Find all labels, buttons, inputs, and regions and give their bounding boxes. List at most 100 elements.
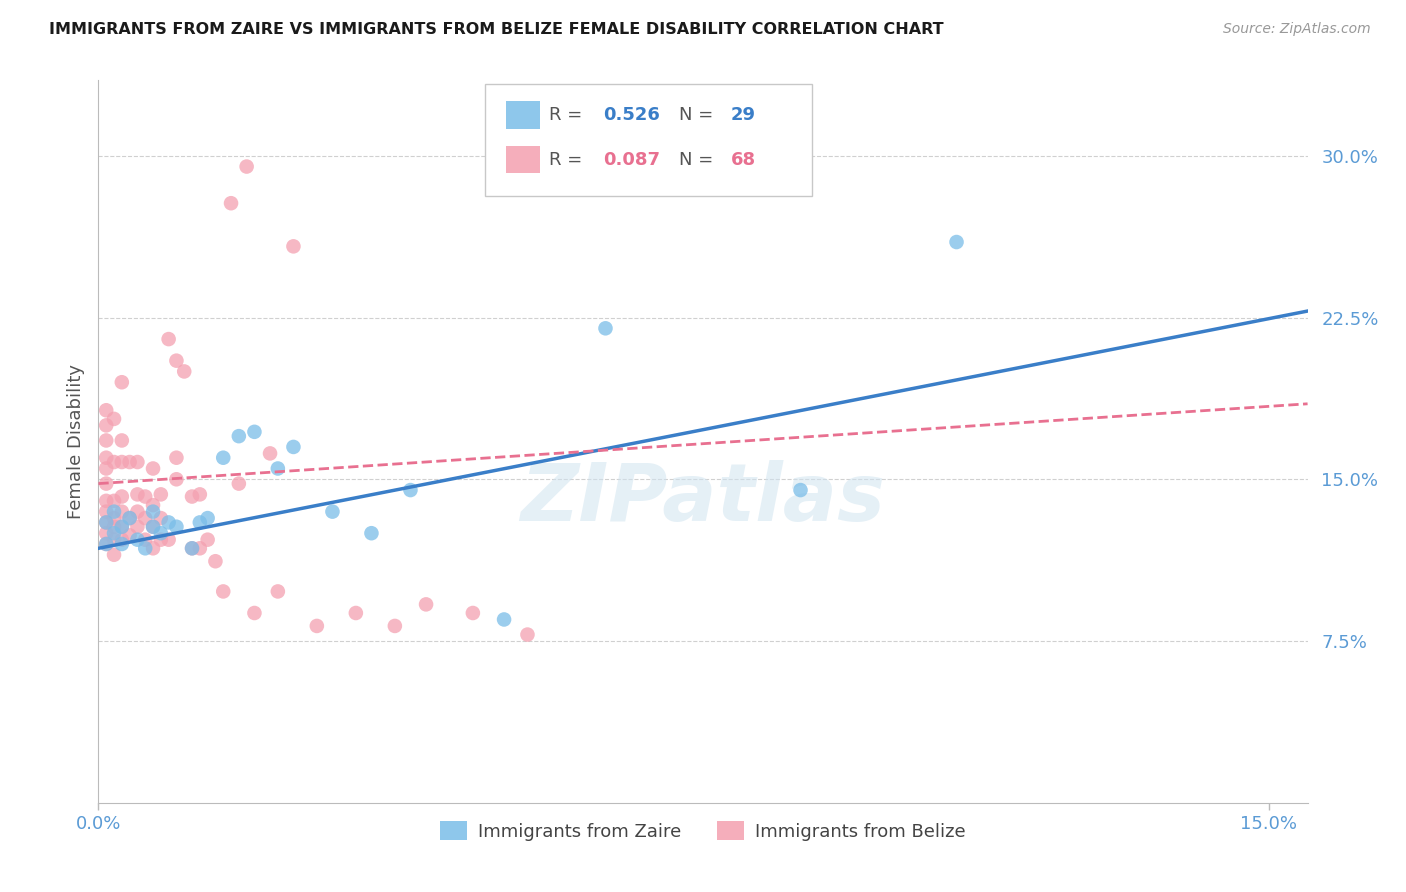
Point bbox=[96, 493, 118, 508]
Point bbox=[96, 537, 118, 551]
Point bbox=[103, 533, 125, 547]
Text: 0.087: 0.087 bbox=[603, 151, 659, 169]
Point bbox=[134, 533, 156, 547]
Point bbox=[243, 425, 266, 439]
Text: 68: 68 bbox=[731, 151, 756, 169]
Point bbox=[134, 490, 156, 504]
Point bbox=[157, 516, 180, 530]
Text: N =: N = bbox=[679, 151, 718, 169]
Point bbox=[118, 511, 141, 525]
Point bbox=[188, 487, 211, 501]
Point bbox=[945, 235, 967, 249]
Point bbox=[134, 541, 156, 556]
Text: N =: N = bbox=[679, 106, 718, 124]
Point bbox=[228, 429, 250, 443]
Point bbox=[142, 505, 165, 519]
FancyBboxPatch shape bbox=[506, 146, 540, 173]
Point bbox=[111, 533, 134, 547]
Text: 29: 29 bbox=[731, 106, 756, 124]
Point bbox=[103, 412, 125, 426]
Point bbox=[96, 461, 118, 475]
Point bbox=[96, 505, 118, 519]
Point bbox=[103, 520, 125, 534]
Point bbox=[212, 450, 235, 465]
Point bbox=[96, 418, 118, 433]
Point bbox=[461, 606, 484, 620]
Point bbox=[181, 490, 204, 504]
Point bbox=[149, 533, 172, 547]
Point bbox=[96, 537, 118, 551]
Point bbox=[142, 461, 165, 475]
Point bbox=[127, 487, 149, 501]
FancyBboxPatch shape bbox=[506, 101, 540, 128]
Point bbox=[165, 520, 187, 534]
Point bbox=[96, 450, 118, 465]
Point bbox=[142, 498, 165, 512]
Point bbox=[149, 526, 172, 541]
Point bbox=[157, 332, 180, 346]
Point bbox=[204, 554, 226, 568]
Point bbox=[111, 434, 134, 448]
Point bbox=[103, 548, 125, 562]
Point bbox=[111, 376, 134, 390]
Point bbox=[103, 526, 125, 541]
Point bbox=[399, 483, 422, 497]
Point bbox=[118, 455, 141, 469]
Point bbox=[111, 537, 134, 551]
Point bbox=[127, 533, 149, 547]
Point bbox=[134, 511, 156, 525]
Point bbox=[181, 541, 204, 556]
Point bbox=[127, 455, 149, 469]
Point bbox=[103, 505, 125, 519]
Point bbox=[243, 606, 266, 620]
Point bbox=[516, 627, 538, 641]
Point bbox=[259, 446, 281, 460]
Point bbox=[96, 476, 118, 491]
Point bbox=[111, 505, 134, 519]
Point bbox=[103, 455, 125, 469]
Legend: Immigrants from Zaire, Immigrants from Belize: Immigrants from Zaire, Immigrants from B… bbox=[433, 814, 973, 848]
Point bbox=[789, 483, 811, 497]
Point bbox=[149, 511, 172, 525]
Point bbox=[165, 353, 187, 368]
Point bbox=[212, 584, 235, 599]
Point bbox=[228, 476, 250, 491]
Point bbox=[96, 434, 118, 448]
Point bbox=[142, 520, 165, 534]
Y-axis label: Female Disability: Female Disability bbox=[66, 364, 84, 519]
Point bbox=[494, 612, 516, 626]
Point bbox=[595, 321, 617, 335]
Point bbox=[111, 490, 134, 504]
Text: IMMIGRANTS FROM ZAIRE VS IMMIGRANTS FROM BELIZE FEMALE DISABILITY CORRELATION CH: IMMIGRANTS FROM ZAIRE VS IMMIGRANTS FROM… bbox=[49, 22, 943, 37]
Point bbox=[384, 619, 406, 633]
Point bbox=[111, 520, 134, 534]
Point bbox=[344, 606, 367, 620]
Point bbox=[219, 196, 242, 211]
Point bbox=[321, 505, 343, 519]
Point bbox=[118, 511, 141, 525]
Point bbox=[197, 511, 219, 525]
Point bbox=[127, 520, 149, 534]
Point bbox=[142, 541, 165, 556]
FancyBboxPatch shape bbox=[485, 84, 811, 196]
Point bbox=[96, 526, 118, 541]
Text: R =: R = bbox=[550, 106, 589, 124]
Point bbox=[235, 160, 257, 174]
Point bbox=[197, 533, 219, 547]
Point bbox=[267, 584, 290, 599]
Point bbox=[188, 541, 211, 556]
Point bbox=[142, 520, 165, 534]
Point bbox=[96, 403, 118, 417]
Point bbox=[173, 364, 195, 378]
Point bbox=[103, 511, 125, 525]
Point bbox=[165, 450, 187, 465]
Point bbox=[415, 598, 437, 612]
Point bbox=[165, 472, 187, 486]
Point bbox=[111, 520, 134, 534]
Point bbox=[111, 455, 134, 469]
Point bbox=[157, 533, 180, 547]
Point bbox=[96, 516, 118, 530]
Point bbox=[267, 461, 290, 475]
Point bbox=[305, 619, 328, 633]
Point bbox=[96, 516, 118, 530]
